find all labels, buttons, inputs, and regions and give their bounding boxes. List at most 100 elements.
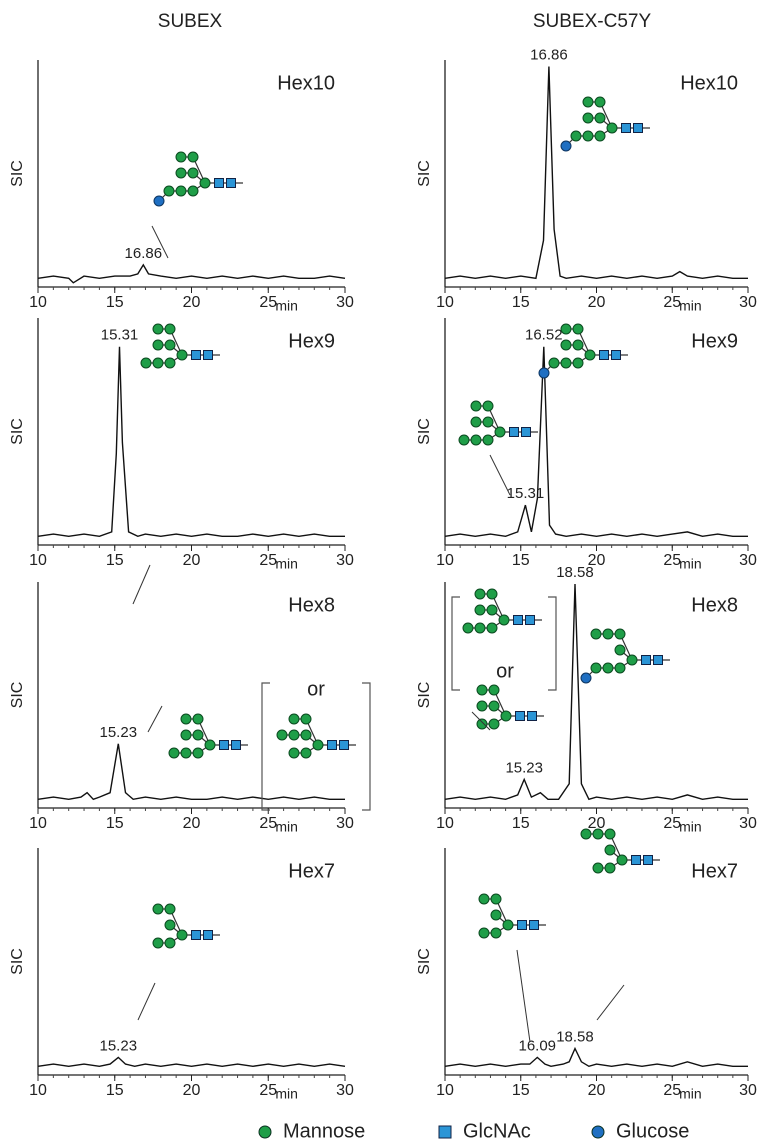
mannose bbox=[181, 714, 191, 724]
glcnac bbox=[514, 616, 523, 625]
x-axis-label: min bbox=[679, 1086, 702, 1102]
peak-label: 15.23 bbox=[505, 759, 543, 776]
mannose bbox=[595, 131, 605, 141]
x-axis-label: min bbox=[275, 819, 298, 835]
mannose bbox=[176, 152, 186, 162]
mannose bbox=[561, 324, 571, 334]
mannose bbox=[165, 904, 175, 914]
glcnac bbox=[526, 616, 535, 625]
glcnac bbox=[644, 856, 653, 865]
mannose bbox=[165, 340, 175, 350]
mannose bbox=[479, 894, 489, 904]
mannose bbox=[615, 663, 625, 673]
glcnac bbox=[510, 428, 519, 437]
peak-label: 16.52 bbox=[525, 327, 563, 344]
glcnac bbox=[204, 931, 213, 940]
mannose bbox=[177, 930, 187, 940]
glcnac bbox=[530, 921, 539, 930]
y-axis-label: SIC bbox=[9, 948, 26, 975]
glucose bbox=[539, 368, 549, 378]
glcnac bbox=[232, 741, 241, 750]
mannose bbox=[583, 131, 593, 141]
mannose bbox=[491, 910, 501, 920]
glcnac bbox=[204, 351, 213, 360]
legend-swatch bbox=[259, 1126, 271, 1138]
x-tick-label: 20 bbox=[588, 1082, 606, 1099]
mannose bbox=[549, 358, 559, 368]
connector bbox=[517, 950, 530, 1042]
mannose bbox=[188, 186, 198, 196]
mannose bbox=[491, 928, 501, 938]
glcnac bbox=[518, 921, 527, 930]
mannose bbox=[475, 589, 485, 599]
glycan bbox=[479, 894, 546, 938]
mannose bbox=[153, 358, 163, 368]
glcnac bbox=[522, 428, 531, 437]
peak-label: 16.86 bbox=[530, 46, 568, 63]
x-tick-label: 30 bbox=[336, 552, 354, 569]
mannose bbox=[289, 714, 299, 724]
mannose bbox=[176, 168, 186, 178]
mannose bbox=[573, 340, 583, 350]
panel-title: Hex9 bbox=[691, 330, 738, 352]
glcnac bbox=[220, 741, 229, 750]
x-tick-label: 30 bbox=[336, 1082, 354, 1099]
bracket bbox=[548, 597, 556, 690]
mannose bbox=[605, 863, 615, 873]
glucose bbox=[561, 141, 571, 151]
mannose bbox=[289, 730, 299, 740]
connector bbox=[490, 455, 510, 495]
panel-title: Hex9 bbox=[288, 330, 335, 352]
mannose bbox=[573, 358, 583, 368]
x-tick-label: 10 bbox=[436, 1082, 454, 1099]
bracket bbox=[452, 597, 460, 690]
peak-label: 16.86 bbox=[125, 245, 163, 262]
glycan bbox=[141, 324, 220, 368]
mannose bbox=[477, 701, 487, 711]
glycan bbox=[169, 714, 248, 758]
mannose bbox=[301, 730, 311, 740]
mannose bbox=[573, 324, 583, 334]
mannose bbox=[591, 663, 601, 673]
mannose bbox=[177, 350, 187, 360]
glcnac bbox=[654, 656, 663, 665]
glcnac bbox=[642, 656, 651, 665]
mannose bbox=[153, 324, 163, 334]
mannose bbox=[193, 748, 203, 758]
x-tick-label: 20 bbox=[183, 815, 201, 832]
x-tick-label: 20 bbox=[183, 552, 201, 569]
column-header: SUBEX-C57Y bbox=[533, 11, 652, 32]
legend-label: GlcNAc bbox=[463, 1120, 531, 1142]
mannose bbox=[301, 748, 311, 758]
glycan bbox=[459, 401, 538, 445]
glcnac bbox=[227, 179, 236, 188]
x-tick-label: 30 bbox=[739, 1082, 757, 1099]
bracket bbox=[262, 683, 270, 810]
mannose bbox=[489, 685, 499, 695]
mannose bbox=[181, 730, 191, 740]
legend-label: Mannose bbox=[283, 1120, 365, 1142]
glcnac bbox=[612, 351, 621, 360]
mannose bbox=[617, 855, 627, 865]
glcnac bbox=[528, 712, 537, 721]
mannose bbox=[479, 928, 489, 938]
peak-label: 18.58 bbox=[556, 1028, 594, 1045]
figure: SUBEX SUBEX-C57Y 1015202530minSICHex1016… bbox=[0, 0, 777, 1146]
mannose bbox=[165, 358, 175, 368]
mannose bbox=[483, 417, 493, 427]
glucose bbox=[581, 673, 591, 683]
mannose bbox=[603, 629, 613, 639]
or-note: or bbox=[496, 660, 514, 682]
mannose bbox=[603, 663, 613, 673]
x-axis-label: min bbox=[275, 556, 298, 572]
mannose bbox=[571, 131, 581, 141]
mannose bbox=[277, 730, 287, 740]
mannose bbox=[181, 748, 191, 758]
column-header: SUBEX bbox=[158, 11, 223, 32]
mannose bbox=[141, 358, 151, 368]
mannose bbox=[561, 358, 571, 368]
mannose bbox=[501, 711, 511, 721]
mannose bbox=[169, 748, 179, 758]
mannose bbox=[313, 740, 323, 750]
mannose bbox=[471, 417, 481, 427]
